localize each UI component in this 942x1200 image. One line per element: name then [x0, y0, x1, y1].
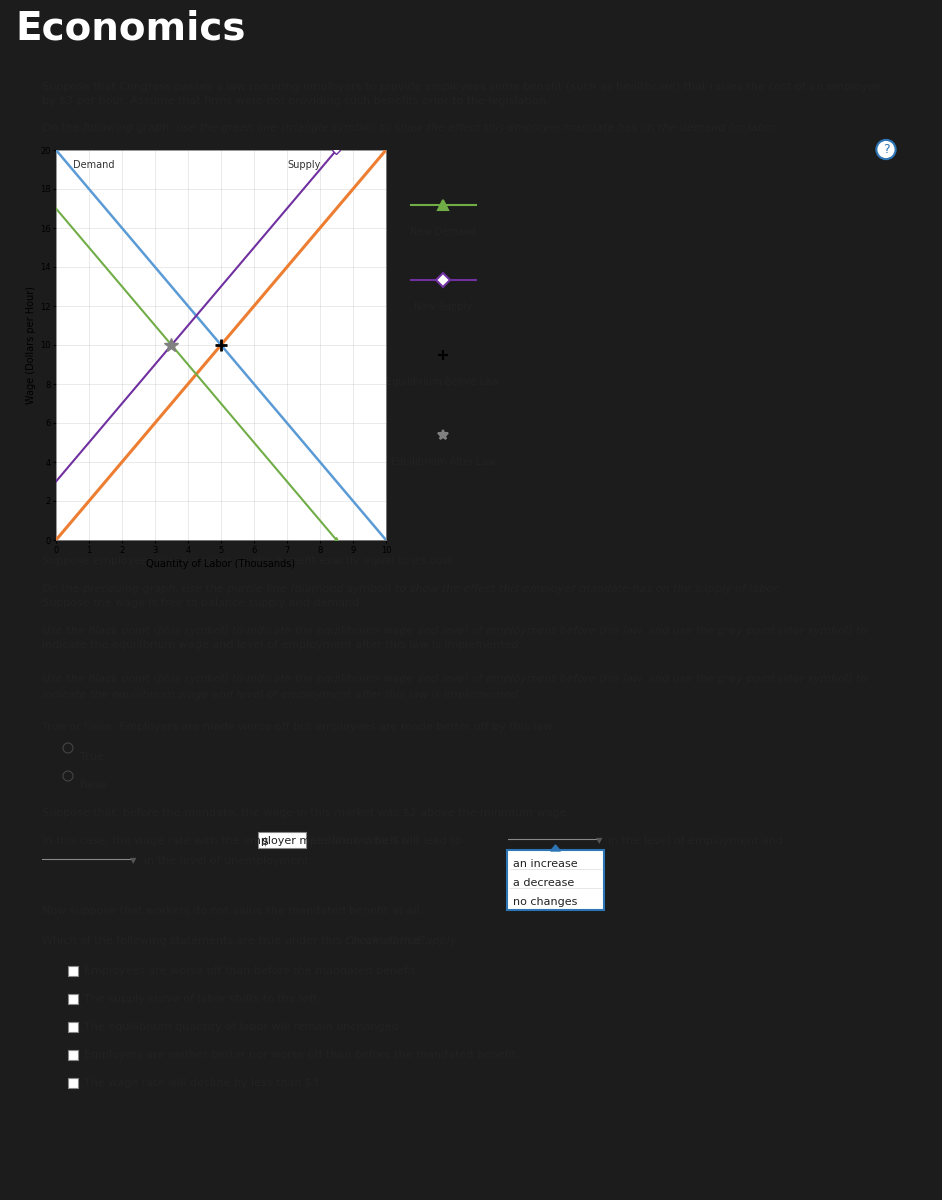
Text: an increase: an increase: [513, 859, 577, 869]
X-axis label: Quantity of Labor (Thousands): Quantity of Labor (Thousands): [146, 559, 296, 569]
Text: a decrease: a decrease: [513, 878, 575, 888]
Text: Suppose the wage is free to balance supply and demand.: Suppose the wage is free to balance supp…: [42, 598, 363, 608]
Bar: [68, 994, 78, 1004]
Text: False: False: [80, 780, 108, 790]
Text: True: True: [80, 752, 104, 762]
Text: ▼: ▼: [130, 856, 137, 865]
Text: in the level of unemployment.: in the level of unemployment.: [144, 856, 313, 866]
Text: Suppose that, before the mandate, the wage in this market was $2 above the minim: Suppose that, before the mandate, the wa…: [42, 808, 570, 818]
Text: Suppose that Congress passes a law requiring employers to provide employees some: Suppose that Congress passes a law requi…: [42, 82, 882, 92]
Text: indicate the equilibrium wage and level of employment after this law is implemen: indicate the equilibrium wage and level …: [42, 690, 521, 700]
Bar: [68, 1022, 78, 1032]
Text: In this case, the wage rate with the employer mandate will be $: In this case, the wage rate with the emp…: [42, 836, 399, 846]
Text: in the level of employment and: in the level of employment and: [608, 836, 783, 846]
Text: Supply: Supply: [287, 160, 320, 169]
Text: per hour, which will lead to: per hour, which will lead to: [310, 836, 462, 846]
Text: Which of the following statements are true under this circumstance?: Which of the following statements are tr…: [42, 936, 430, 946]
Bar: [68, 1050, 78, 1060]
Text: Economics: Economics: [15, 10, 246, 48]
Text: New Supply: New Supply: [414, 302, 472, 312]
Bar: [68, 966, 78, 976]
Text: Now suppose that workers do not value the mandated benefit at all.: Now suppose that workers do not value th…: [42, 906, 423, 916]
Text: Employees are worse off than before the mandated benefit.: Employees are worse off than before the …: [84, 966, 419, 976]
Bar: [68, 1078, 78, 1088]
Text: New Demand: New Demand: [410, 227, 476, 236]
Text: The wage rate will decline by less than $3.: The wage rate will decline by less than …: [84, 1078, 322, 1088]
Text: Equilibrium After Law: Equilibrium After Law: [391, 457, 495, 467]
Text: Check all that apply.: Check all that apply.: [345, 936, 459, 946]
Text: The equilibrium quantity of labor will remain unchanged.: The equilibrium quantity of labor will r…: [84, 1022, 402, 1032]
Text: no changes: no changes: [513, 898, 577, 907]
Bar: [258, 832, 306, 848]
Text: Use the black point (plus symbol) to indicate the equilibrium wage and level of : Use the black point (plus symbol) to ind…: [42, 674, 867, 684]
Text: On the preceding graph, use the purple line (diamond symbol) to show the effect : On the preceding graph, use the purple l…: [42, 584, 780, 594]
Text: $: $: [261, 836, 268, 846]
Text: indicate the equilibrium wage and level of employment after this law is implemen: indicate the equilibrium wage and level …: [42, 640, 522, 650]
Polygon shape: [550, 845, 560, 851]
Y-axis label: Wage (Dollars per Hour): Wage (Dollars per Hour): [25, 286, 36, 404]
Text: Use the black point (plus symbol) to indicate the equilibrium wage and level of : Use the black point (plus symbol) to ind…: [42, 626, 867, 636]
Text: True or False: Employers are made worse off but employees are made better off by: True or False: Employers are made worse …: [42, 722, 555, 732]
Text: ?: ?: [883, 143, 889, 156]
Text: Employers are neither better nor worse off than before the mandated benefit.: Employers are neither better nor worse o…: [84, 1050, 520, 1060]
Text: Suppose employees place a value on this benefit exactly equal to its cost.: Suppose employees place a value on this …: [42, 556, 456, 566]
FancyBboxPatch shape: [507, 850, 604, 910]
Text: Equilibrium Before Law: Equilibrium Before Law: [386, 377, 499, 386]
Text: ▼: ▼: [596, 836, 603, 845]
Text: Demand: Demand: [73, 160, 114, 169]
Text: The supply curve of labor shifts to the left.: The supply curve of labor shifts to the …: [84, 994, 321, 1004]
Text: On the following graph, use the green line (triangle symbol) to show the effect : On the following graph, use the green li…: [42, 122, 779, 133]
Text: by $3 per hour. Assume that firms were not providing such benefits prior to the : by $3 per hour. Assume that firms were n…: [42, 96, 549, 106]
